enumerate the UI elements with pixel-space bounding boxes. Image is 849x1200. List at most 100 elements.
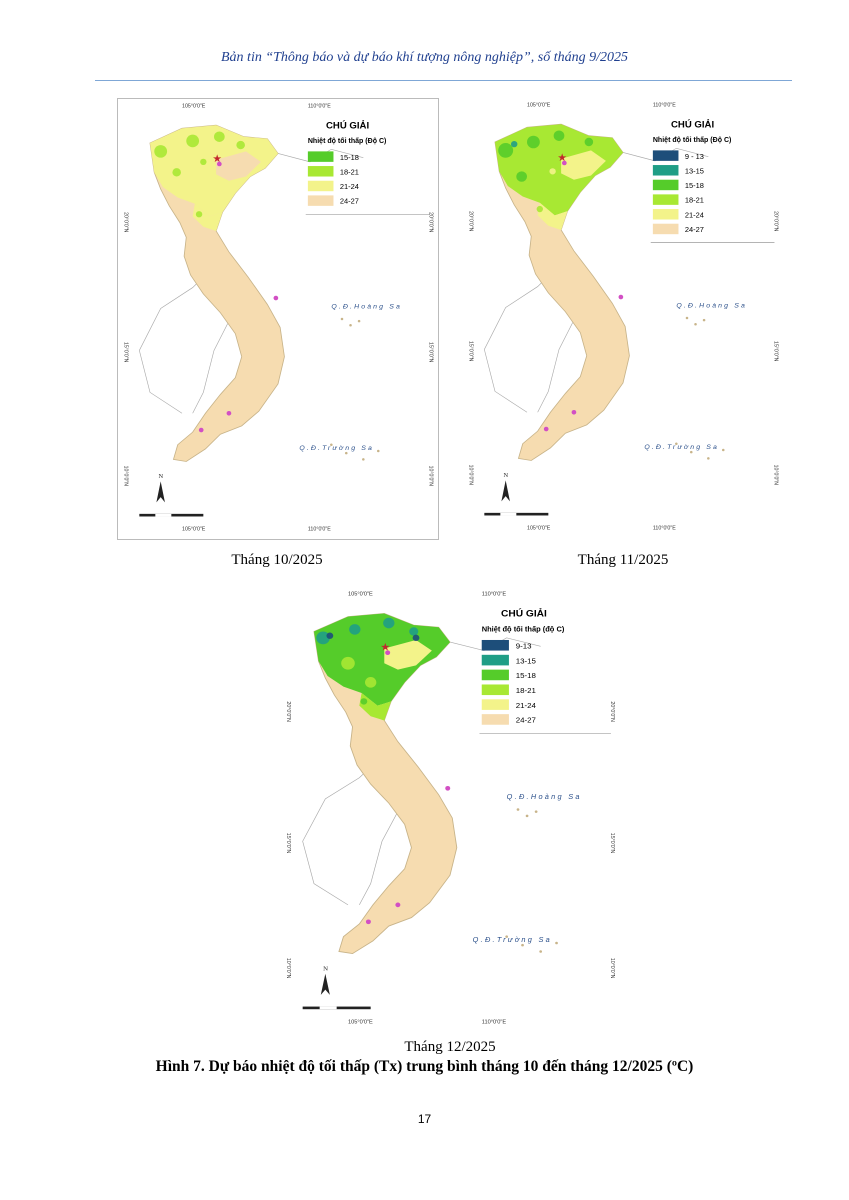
legend-swatch xyxy=(307,166,334,177)
caption-november: Tháng 11/2025 xyxy=(577,552,669,568)
lon-label-top-right: 110°0'0"E xyxy=(308,103,331,109)
northern-region xyxy=(150,125,278,217)
map-november: ★ 105°0'0"E 110°0'0"E 105°0'0"E 110°0'0"E 20°… xyxy=(463,98,783,538)
figure-title: Hình 7. Dự báo nhiệt độ tối thấp (Tx) tr… xyxy=(155,1058,694,1075)
temperature-patch xyxy=(584,137,594,147)
legend-label: 21-24 xyxy=(340,182,359,191)
island-marker xyxy=(505,935,509,938)
caption-october: Tháng 10/2025 xyxy=(231,552,323,568)
legend-label: 18-21 xyxy=(685,196,704,205)
northern-region xyxy=(495,124,623,216)
map-svg: ★ 105°0'0"E 110°0'0"E 105°0'0"E 110°0'0"E 20°… xyxy=(122,103,433,532)
lat-label-20-left: 20°0'0"N xyxy=(122,212,128,233)
lon-label-bottom-left: 105°0'0"E xyxy=(527,526,551,532)
lat-label-15-left: 15°0'0"N xyxy=(122,342,128,363)
city-marker xyxy=(395,902,401,908)
legend-swatch xyxy=(481,639,509,651)
lat-label-10-right: 10°0'0"N xyxy=(609,958,615,979)
city-marker xyxy=(226,410,232,416)
island-marker xyxy=(555,941,558,945)
lat-label-10-left: 10°0'0"N xyxy=(122,466,128,487)
legend-label: 24-27 xyxy=(340,197,359,206)
capital-star: ★ xyxy=(557,153,567,164)
map-svg: ★ 105°0'0"E 110°0'0"E 105°0'0"E 110°0'0"E 20°… xyxy=(467,102,778,532)
sea-label-hoang-sa: Q.Đ.Hoàng Sa xyxy=(507,793,582,801)
legend-label: 13-15 xyxy=(685,166,704,175)
temperature-patch xyxy=(316,631,330,645)
legend-label: 18-21 xyxy=(516,686,536,695)
city-marker xyxy=(445,785,451,791)
temperature-patch xyxy=(154,145,168,158)
legend-swatch xyxy=(652,165,679,176)
temperature-patch xyxy=(527,135,540,149)
city-marker xyxy=(365,919,371,925)
island-marker xyxy=(349,324,352,327)
legend-swatch xyxy=(481,669,509,681)
lat-label-15-left: 15°0'0"N xyxy=(285,833,291,854)
legend-subtitle: Nhiệt độ tối thấp (Độ C) xyxy=(308,137,387,145)
legend-label: 15-18 xyxy=(516,671,536,680)
island-marker xyxy=(534,810,538,813)
document-header: Bản tin “Thông báo và dự báo khí tượng n… xyxy=(221,50,628,65)
lon-label-bottom-left: 105°0'0"E xyxy=(348,1020,373,1026)
temperature-patch xyxy=(172,168,181,177)
lat-label-10-left: 10°0'0"N xyxy=(467,465,473,486)
north-arrow-icon xyxy=(501,480,510,502)
delta-region xyxy=(561,150,606,180)
lat-label-20-right: 20°0'0"N xyxy=(427,212,433,233)
page-number: 17 xyxy=(417,1112,432,1126)
temperature-patch xyxy=(200,158,207,165)
map-october: ★ 105°0'0"E 110°0'0"E 105°0'0"E 110°0'0"E 20°… xyxy=(117,98,439,540)
temperature-patch xyxy=(536,205,543,213)
north-arrow-label: N xyxy=(159,473,164,480)
legend-label: 9 - 13 xyxy=(685,152,704,161)
temperature-patch xyxy=(365,677,377,688)
lat-label-20-right: 20°0'0"N xyxy=(609,701,615,722)
temperature-patch xyxy=(409,627,419,636)
island-marker xyxy=(362,458,365,461)
temperature-patch xyxy=(214,131,225,142)
lat-label-15-left: 15°0'0"N xyxy=(467,341,473,362)
scale-bar-segment xyxy=(500,512,517,516)
island-marker xyxy=(539,950,543,953)
map-svg: ★ 105°0'0"E 110°0'0"E 105°0'0"E 110°0'0"E 20°… xyxy=(285,592,615,1026)
island-marker xyxy=(689,450,693,454)
lon-label-bottom-right: 110°0'0"E xyxy=(482,1020,507,1026)
lat-label-15-right: 15°0'0"N xyxy=(427,342,433,363)
sea-label-hoang-sa: Q.Đ.Hoàng Sa xyxy=(676,303,747,310)
vietnam-landmass xyxy=(313,613,458,955)
north-arrow-label: N xyxy=(323,966,328,973)
island-marker xyxy=(525,814,529,818)
city-marker xyxy=(571,409,577,415)
island-marker xyxy=(516,808,520,811)
temperature-patch xyxy=(383,617,395,629)
lat-label-20-right: 20°0'0"N xyxy=(772,211,778,232)
lat-label-20-left: 20°0'0"N xyxy=(467,211,473,232)
island-marker xyxy=(521,943,524,947)
north-arrow-icon xyxy=(156,481,165,503)
lat-label-15-right: 15°0'0"N xyxy=(609,833,615,854)
legend-swatch xyxy=(481,714,509,725)
temperature-patch xyxy=(326,632,334,639)
city-marker xyxy=(543,426,549,432)
capital-star: ★ xyxy=(380,642,390,654)
temperature-patch xyxy=(549,168,556,175)
legend-label: 21-24 xyxy=(516,701,537,710)
north-central-region xyxy=(537,202,568,230)
legend-swatch xyxy=(652,223,679,235)
legend-swatch xyxy=(481,684,509,696)
city-marker xyxy=(273,295,279,301)
lat-label-10-right: 10°0'0"N xyxy=(427,466,433,487)
legend-title: CHÚ GIẢI xyxy=(501,608,547,620)
island-marker xyxy=(357,319,361,323)
lon-label-top-right: 110°0'0"E xyxy=(653,102,676,108)
lon-label-top-right: 110°0'0"E xyxy=(482,592,507,598)
temperature-patch xyxy=(236,140,245,150)
lat-label-10-right: 10°0'0"N xyxy=(772,465,778,486)
city-marker xyxy=(561,160,567,166)
caption-december: Tháng 12/2025 xyxy=(404,1039,496,1055)
scale-bar-segment xyxy=(319,1006,337,1010)
city-marker xyxy=(618,294,624,300)
legend-label: 13-15 xyxy=(516,657,536,666)
sea-label-hoang-sa: Q.Đ.Hoàng Sa xyxy=(331,304,402,311)
